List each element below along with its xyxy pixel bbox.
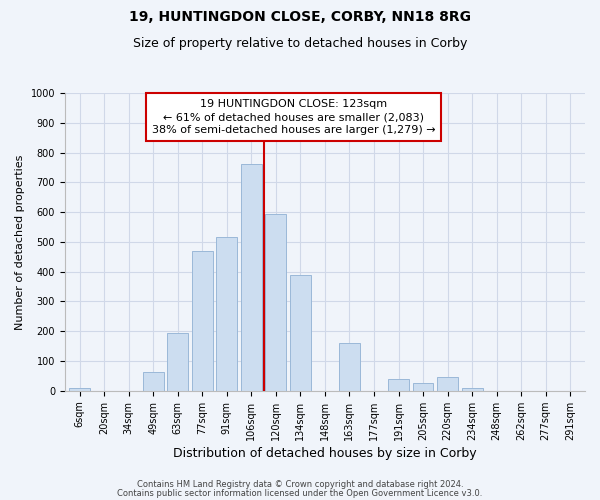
Bar — [339, 343, 360, 391]
Bar — [69, 388, 90, 391]
Bar — [167, 333, 188, 391]
Bar — [461, 388, 482, 391]
Bar — [437, 378, 458, 391]
Text: 19, HUNTINGDON CLOSE, CORBY, NN18 8RG: 19, HUNTINGDON CLOSE, CORBY, NN18 8RG — [129, 10, 471, 24]
Text: Contains public sector information licensed under the Open Government Licence v3: Contains public sector information licen… — [118, 488, 482, 498]
Bar — [413, 384, 433, 391]
Bar — [192, 251, 212, 391]
Bar — [290, 274, 311, 391]
Bar — [388, 379, 409, 391]
Text: Contains HM Land Registry data © Crown copyright and database right 2024.: Contains HM Land Registry data © Crown c… — [137, 480, 463, 489]
Bar — [217, 238, 237, 391]
X-axis label: Distribution of detached houses by size in Corby: Distribution of detached houses by size … — [173, 447, 477, 460]
Bar — [143, 372, 164, 391]
Bar — [265, 214, 286, 391]
Text: 19 HUNTINGDON CLOSE: 123sqm
← 61% of detached houses are smaller (2,083)
38% of : 19 HUNTINGDON CLOSE: 123sqm ← 61% of det… — [152, 99, 436, 136]
Bar — [241, 164, 262, 391]
Text: Size of property relative to detached houses in Corby: Size of property relative to detached ho… — [133, 38, 467, 51]
Y-axis label: Number of detached properties: Number of detached properties — [15, 154, 25, 330]
